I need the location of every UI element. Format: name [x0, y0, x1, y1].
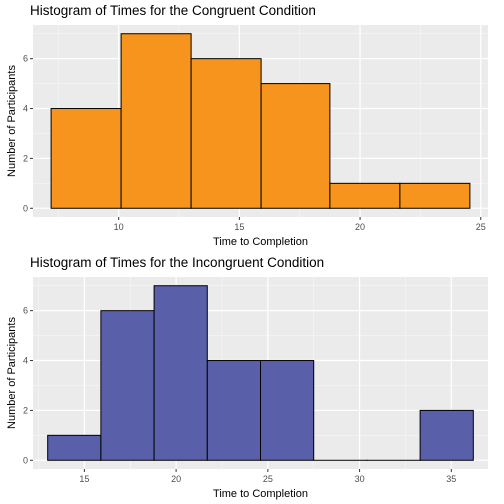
congruent-histogram: 10 15 20 25 0 2 4 6 Time to Completion Number of … [6, 25, 488, 248]
histogram-bar [120, 33, 192, 209]
histogram-bar [419, 409, 474, 461]
histogram-bar [100, 310, 155, 461]
x-tick-label: 15 [234, 222, 244, 232]
congruent-panel: Histogram of Times for the Congruent Con… [6, 3, 488, 248]
x-tick-label: 10 [114, 222, 124, 232]
x-tick-label: 25 [263, 474, 273, 484]
y-tick-label: 4 [23, 356, 28, 366]
y-tick-label: 6 [23, 54, 28, 64]
x-tick-label: 30 [355, 474, 365, 484]
histogram-bar [47, 434, 102, 461]
histogram-bar [260, 360, 315, 461]
histogram-bar [260, 83, 331, 209]
y-tick-label: 0 [23, 203, 28, 213]
incongruent-panel: Histogram of Times for the Incongruent C… [0, 252, 504, 504]
chart-title: Histogram of Times for the Congruent Con… [30, 3, 316, 18]
x-tick-label: 35 [446, 474, 456, 484]
y-tick-label: 2 [23, 153, 28, 163]
chart-title: Histogram of Times for the Incongruent C… [30, 255, 325, 270]
x-tick-label: 25 [476, 222, 486, 232]
y-tick-label: 6 [23, 306, 28, 316]
histogram-bar [399, 182, 471, 209]
histogram-bar [206, 360, 262, 461]
histogram-bar [153, 285, 208, 461]
y-axis-label: Number of Participants [6, 65, 18, 177]
histogram-bar [190, 58, 262, 209]
x-axis-label: Time to Completion [213, 488, 308, 500]
histogram-bar [50, 108, 122, 209]
y-axis-label: Number of Participants [6, 317, 18, 429]
incongruent-histogram: 15 20 25 30 35 0 2 4 6 Time to Completion Number o… [6, 277, 488, 500]
x-tick-label: 20 [355, 222, 365, 232]
x-axis-label: Time to Completion [213, 236, 308, 248]
x-tick-label: 20 [171, 474, 181, 484]
x-tick-label: 15 [79, 474, 89, 484]
y-tick-label: 4 [23, 104, 28, 114]
y-tick-label: 2 [23, 405, 28, 415]
histogram-bar [329, 182, 401, 209]
y-tick-label: 0 [23, 455, 28, 465]
